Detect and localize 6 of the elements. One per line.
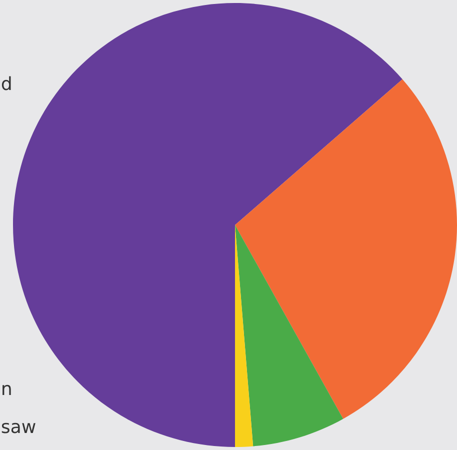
text: saw bbox=[2, 422, 36, 434]
pie-slice bbox=[235, 225, 344, 446]
text: d bbox=[2, 76, 11, 90]
pie-slice bbox=[235, 79, 457, 419]
pie-slice bbox=[235, 225, 254, 447]
text: n bbox=[2, 384, 11, 395]
